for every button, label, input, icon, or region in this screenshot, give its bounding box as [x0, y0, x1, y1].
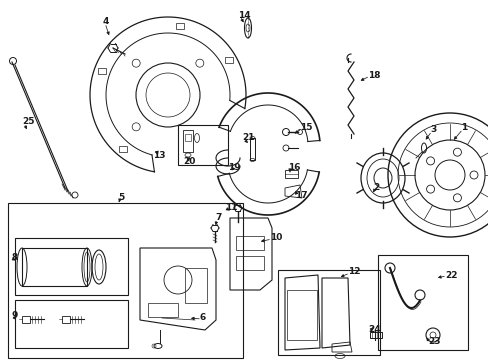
Text: 12: 12 — [347, 267, 360, 276]
Text: 14: 14 — [238, 10, 250, 19]
Bar — [178, 125, 227, 165]
Bar — [236, 236, 264, 250]
Text: 5: 5 — [118, 194, 124, 202]
Text: 17: 17 — [294, 190, 307, 199]
Text: 3: 3 — [429, 126, 435, 135]
Bar — [184, 268, 206, 303]
Text: 25: 25 — [22, 117, 35, 126]
Text: 10: 10 — [269, 234, 282, 243]
Text: 9: 9 — [11, 310, 18, 320]
Bar — [236, 256, 264, 270]
Bar — [8, 203, 243, 358]
Bar — [176, 23, 184, 29]
Text: 13: 13 — [153, 150, 165, 159]
Ellipse shape — [244, 18, 251, 38]
Bar — [15, 238, 128, 295]
Text: 8: 8 — [11, 253, 17, 262]
Bar — [224, 57, 232, 63]
Bar — [15, 300, 128, 348]
Bar — [62, 316, 70, 323]
Bar — [119, 146, 127, 152]
Bar — [22, 316, 30, 323]
Text: 6: 6 — [200, 314, 206, 323]
Bar — [98, 68, 106, 74]
Bar — [22, 248, 87, 286]
Text: 16: 16 — [287, 163, 300, 172]
Bar — [369, 332, 381, 338]
Bar — [183, 130, 193, 152]
Text: 24: 24 — [367, 325, 380, 334]
Bar — [249, 138, 254, 160]
Text: 11: 11 — [224, 203, 237, 212]
Text: 18: 18 — [367, 71, 380, 80]
Text: 1: 1 — [460, 123, 467, 132]
Bar — [377, 255, 467, 350]
Text: 23: 23 — [427, 338, 440, 346]
Text: 20: 20 — [183, 158, 195, 166]
Text: 2: 2 — [372, 184, 379, 193]
Bar — [148, 303, 178, 317]
Bar — [184, 134, 191, 141]
Bar — [286, 290, 316, 340]
Text: 7: 7 — [215, 213, 221, 222]
Text: 21: 21 — [242, 134, 254, 143]
Text: 22: 22 — [444, 270, 457, 279]
Bar — [278, 270, 379, 355]
Text: 4: 4 — [103, 18, 109, 27]
Text: 15: 15 — [299, 123, 312, 132]
Text: 19: 19 — [227, 163, 240, 172]
